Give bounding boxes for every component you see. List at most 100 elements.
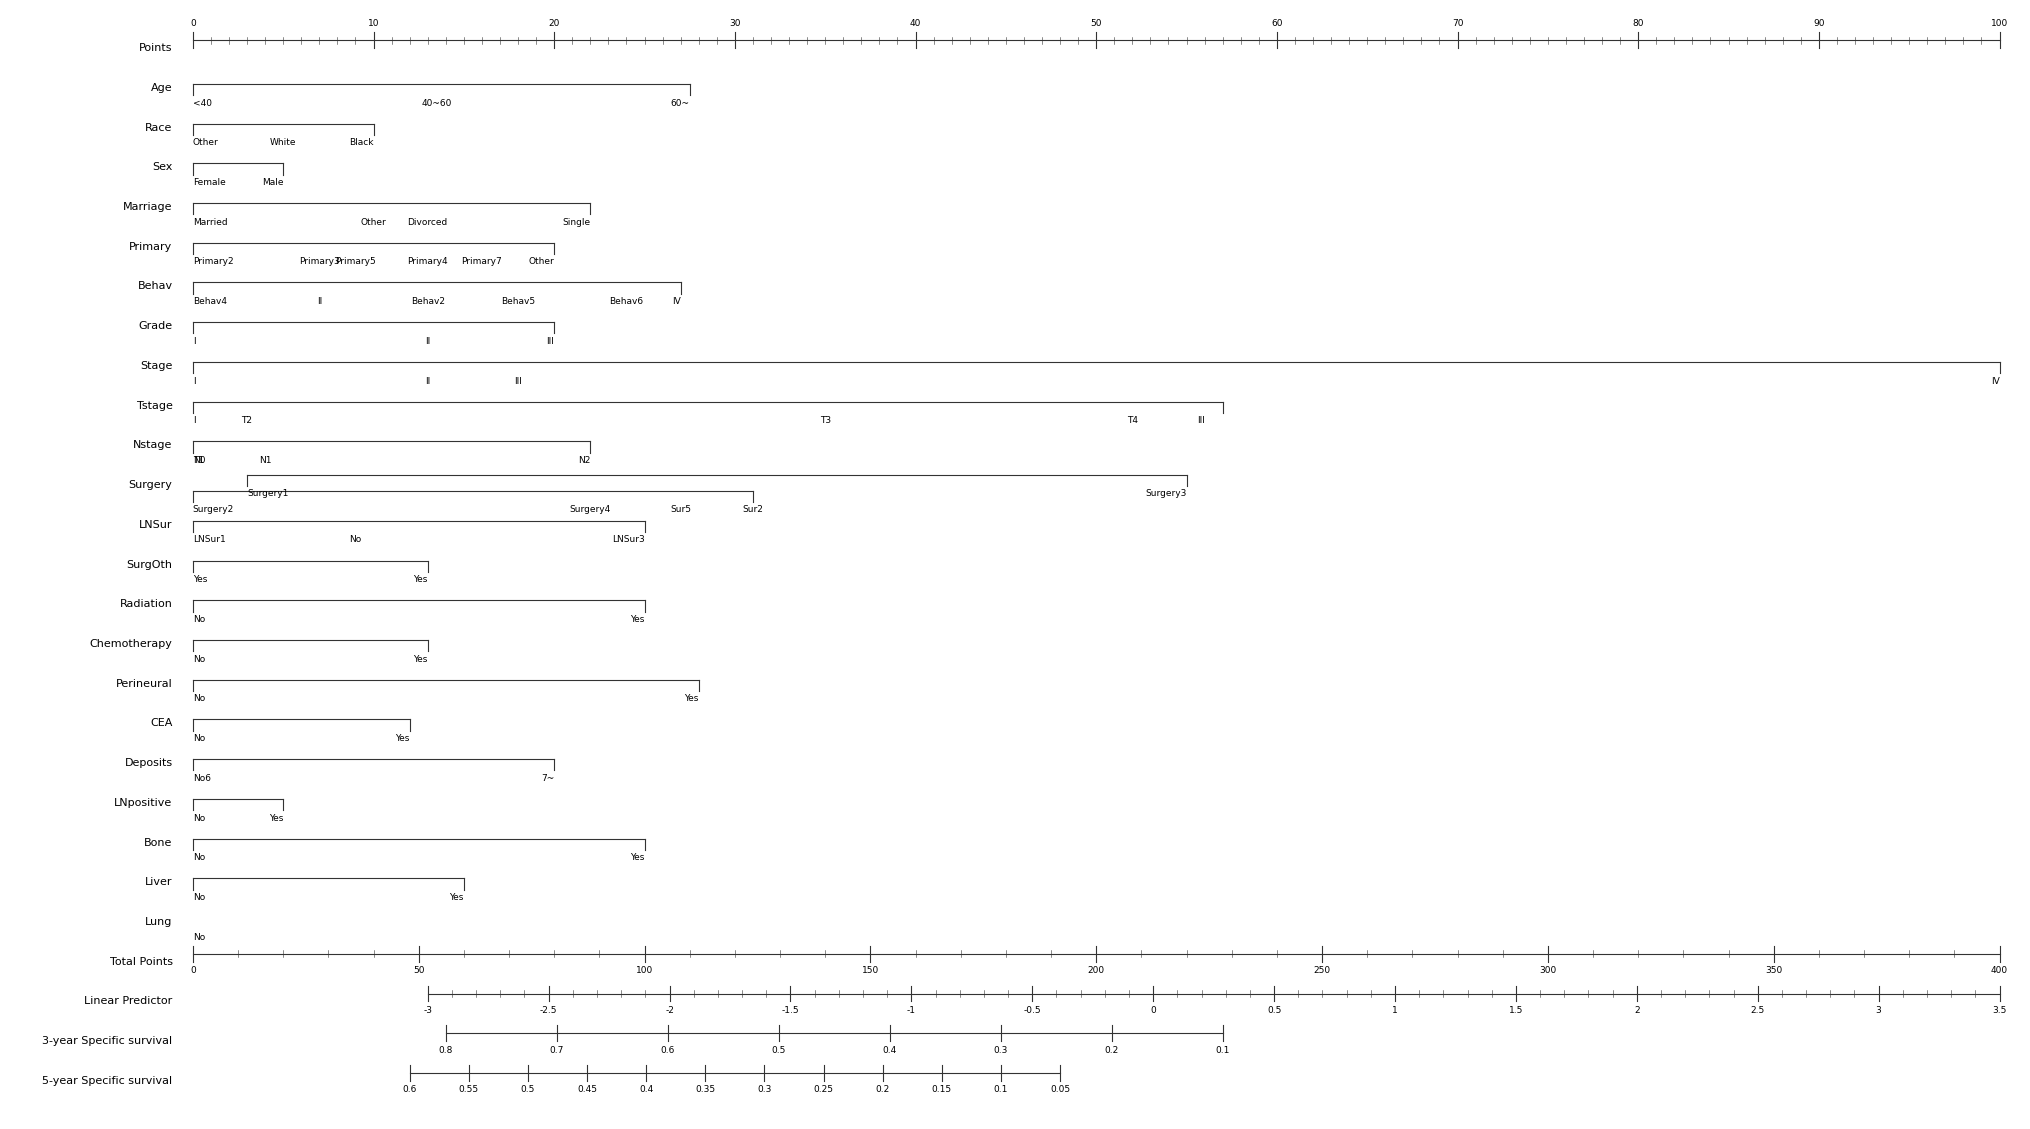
Text: -1: -1: [907, 1006, 916, 1015]
Text: I: I: [193, 336, 195, 345]
Text: 80: 80: [1632, 19, 1644, 28]
Text: 70: 70: [1451, 19, 1464, 28]
Text: Surgery1: Surgery1: [248, 489, 288, 498]
Text: Yes: Yes: [414, 655, 428, 664]
Text: 0: 0: [191, 966, 195, 975]
Text: III: III: [1198, 417, 1204, 426]
Text: Grade: Grade: [138, 321, 173, 331]
Text: 0.25: 0.25: [814, 1085, 834, 1094]
Text: -2.5: -2.5: [540, 1006, 558, 1015]
Text: No6: No6: [193, 773, 211, 782]
Text: Radiation: Radiation: [120, 599, 173, 610]
Text: 60~: 60~: [670, 98, 690, 107]
Text: N0: N0: [193, 456, 205, 465]
Text: Divorced: Divorced: [408, 218, 449, 227]
Text: 3-year Specific survival: 3-year Specific survival: [43, 1036, 173, 1047]
Text: II: II: [424, 336, 430, 345]
Text: No: No: [193, 933, 205, 942]
Text: 0.4: 0.4: [883, 1045, 897, 1054]
Text: White: White: [270, 138, 296, 147]
Text: Nstage: Nstage: [134, 440, 173, 450]
Text: 0.5: 0.5: [522, 1085, 536, 1094]
Text: Behav: Behav: [138, 281, 173, 291]
Text: -0.5: -0.5: [1023, 1006, 1041, 1015]
Text: LNSur1: LNSur1: [193, 535, 225, 544]
Text: Behav4: Behav4: [193, 297, 227, 306]
Text: Yes: Yes: [629, 854, 644, 863]
Text: Surgery4: Surgery4: [570, 505, 611, 514]
Text: 0.7: 0.7: [550, 1045, 564, 1054]
Text: 0.15: 0.15: [932, 1085, 952, 1094]
Text: Yes: Yes: [268, 814, 282, 823]
Text: 0.6: 0.6: [402, 1085, 416, 1094]
Text: T3: T3: [820, 417, 830, 426]
Text: 0.45: 0.45: [577, 1085, 597, 1094]
Text: No: No: [349, 535, 361, 544]
Text: Other: Other: [193, 138, 219, 147]
Text: No: No: [193, 893, 205, 902]
Text: Liver: Liver: [144, 877, 173, 887]
Text: I: I: [193, 417, 195, 426]
Text: Behav2: Behav2: [410, 297, 445, 306]
Text: 0.05: 0.05: [1050, 1085, 1070, 1094]
Text: 250: 250: [1313, 966, 1330, 975]
Text: 350: 350: [1766, 966, 1782, 975]
Text: 60: 60: [1271, 19, 1283, 28]
Text: 0.5: 0.5: [1267, 1006, 1281, 1015]
Text: LNSur: LNSur: [138, 519, 173, 530]
Text: 40: 40: [909, 19, 922, 28]
Text: T2: T2: [242, 417, 252, 426]
Text: 0.3: 0.3: [993, 1045, 1007, 1054]
Text: 10: 10: [367, 19, 380, 28]
Text: Primary5: Primary5: [335, 257, 376, 266]
Text: Yes: Yes: [193, 575, 207, 584]
Text: -3: -3: [422, 1006, 432, 1015]
Text: Surgery: Surgery: [128, 480, 173, 490]
Text: T4: T4: [1127, 417, 1139, 426]
Text: 0.6: 0.6: [660, 1045, 674, 1054]
Text: 5-year Specific survival: 5-year Specific survival: [43, 1076, 173, 1086]
Text: I: I: [193, 377, 195, 386]
Text: 50: 50: [1090, 19, 1102, 28]
Text: 90: 90: [1813, 19, 1825, 28]
Text: Sex: Sex: [152, 163, 173, 173]
Text: 0.55: 0.55: [459, 1085, 479, 1094]
Text: 100: 100: [635, 966, 654, 975]
Text: Behav5: Behav5: [501, 297, 536, 306]
Text: <40: <40: [193, 98, 211, 107]
Text: Linear Predictor: Linear Predictor: [85, 997, 173, 1006]
Text: 30: 30: [729, 19, 741, 28]
Text: SurgOth: SurgOth: [126, 560, 173, 569]
Text: Primary4: Primary4: [408, 257, 449, 266]
Text: 100: 100: [1991, 19, 2008, 28]
Text: II: II: [317, 297, 323, 306]
Text: Female: Female: [193, 178, 225, 187]
Text: Yes: Yes: [684, 694, 698, 703]
Text: N1: N1: [260, 456, 272, 465]
Text: 3: 3: [1876, 1006, 1882, 1015]
Text: CEA: CEA: [150, 718, 173, 728]
Text: -1.5: -1.5: [782, 1006, 800, 1015]
Text: III: III: [546, 336, 554, 345]
Text: 2: 2: [1634, 1006, 1640, 1015]
Text: 400: 400: [1991, 966, 2008, 975]
Text: Sur2: Sur2: [743, 505, 763, 514]
Text: 0: 0: [1151, 1006, 1155, 1015]
Text: 0: 0: [191, 19, 195, 28]
Text: 1.5: 1.5: [1508, 1006, 1522, 1015]
Text: Sur5: Sur5: [670, 505, 690, 514]
Text: Deposits: Deposits: [124, 758, 173, 768]
Text: No: No: [193, 734, 205, 743]
Text: Primary2: Primary2: [193, 257, 233, 266]
Text: Age: Age: [150, 82, 173, 93]
Text: Bone: Bone: [144, 838, 173, 848]
Text: 0.1: 0.1: [995, 1085, 1009, 1094]
Text: LNSur3: LNSur3: [611, 535, 644, 544]
Text: 2.5: 2.5: [1750, 1006, 1764, 1015]
Text: 40~60: 40~60: [422, 98, 453, 107]
Text: No: No: [193, 615, 205, 624]
Text: Surgery3: Surgery3: [1145, 489, 1186, 498]
Text: Other: Other: [361, 218, 386, 227]
Text: 200: 200: [1088, 966, 1104, 975]
Text: 50: 50: [412, 966, 424, 975]
